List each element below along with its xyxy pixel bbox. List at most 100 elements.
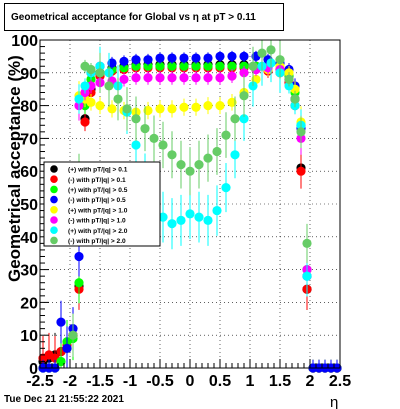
data-point <box>239 91 249 101</box>
axis-ticks: -2.5 -2 -1.5 -1 -0.5 0 0.5 1 1.5 2 2.5 0 10 20 30 40 50 6… <box>11 33 351 390</box>
legend-marker <box>50 165 58 173</box>
legend-entry: (-) with pT/|q| > 1.0 <box>68 218 126 225</box>
timestamp: Tue Dec 21 21:55:22 2021 <box>4 394 124 405</box>
data-point <box>239 51 249 62</box>
data-point <box>122 104 132 114</box>
y-tick-label: 0 <box>29 361 38 378</box>
data-point <box>185 166 195 176</box>
data-point <box>176 215 186 225</box>
data-point <box>155 104 165 114</box>
x-tick-label: -0.5 <box>146 373 174 390</box>
data-point <box>143 55 153 65</box>
data-point <box>191 53 201 63</box>
legend-marker <box>50 175 58 183</box>
x-tick-label: 0.5 <box>209 373 231 390</box>
y-tick-label: 40 <box>20 230 38 247</box>
data-point <box>131 55 141 65</box>
data-point <box>212 205 222 216</box>
data-point <box>227 51 237 62</box>
legend-entry: (+) with pT/|q| > 0.5 <box>68 187 128 194</box>
data-point <box>248 81 258 91</box>
data-point <box>248 61 258 71</box>
data-point <box>203 73 213 83</box>
data-point <box>140 123 150 134</box>
data-point <box>179 73 189 83</box>
legend-entry: (-) with pT/|q| > 2.0 <box>68 238 126 245</box>
y-tick-label: 50 <box>20 197 38 214</box>
data-point <box>56 317 66 327</box>
x-tick-label: 1.5 <box>269 373 291 390</box>
data-point <box>239 114 249 124</box>
legend: (+) with pT/|q| > 0.1 (-) with pT/|q| > 0… <box>43 161 161 247</box>
legend-marker <box>50 236 58 245</box>
data-point <box>179 61 189 71</box>
x-tick-label: -1.5 <box>86 373 114 390</box>
data-point <box>227 61 237 71</box>
y-tick-label: 30 <box>20 263 38 280</box>
data-point <box>167 53 177 63</box>
x-tick-label: 1 <box>246 373 255 390</box>
data-point <box>149 133 159 143</box>
data-point <box>68 330 78 340</box>
y-tick-label: 70 <box>20 131 38 148</box>
data-point <box>302 238 312 248</box>
data-point <box>212 146 222 157</box>
data-point <box>203 61 213 71</box>
data-point <box>167 150 177 160</box>
data-point <box>107 104 117 114</box>
x-tick-label: 2 <box>306 373 315 390</box>
data-point <box>239 68 249 78</box>
data-point <box>143 105 153 116</box>
data-point <box>131 73 141 83</box>
data-point <box>143 61 153 71</box>
chart-title: Geometrical acceptance for Global vs η a… <box>11 12 256 23</box>
data-point <box>257 48 267 58</box>
x-tick-label: -2 <box>63 373 77 390</box>
data-point <box>203 53 213 63</box>
y-axis-label: Geometrical acceptance (%) <box>5 55 24 282</box>
legend-entry: (+) with pT/|q| > 1.0 <box>68 207 128 214</box>
data-point <box>230 150 240 160</box>
chart-title-box: Geometrical acceptance for Global vs η a… <box>4 3 284 31</box>
series-6 <box>74 43 312 297</box>
data-point <box>155 73 165 83</box>
legend-entry: (+) with pT/|q| > 0.1 <box>68 167 128 174</box>
data-point <box>155 61 165 71</box>
data-point <box>203 215 213 225</box>
data-point <box>179 53 189 63</box>
data-point <box>74 94 84 104</box>
data-point <box>113 94 123 104</box>
data-point <box>215 51 225 62</box>
data-point <box>143 73 153 83</box>
data-point <box>185 209 195 219</box>
x-tick-label: 0 <box>186 373 195 390</box>
data-point <box>194 160 204 170</box>
data-point <box>191 73 201 83</box>
legend-entry: (-) with pT/|q| > 0.5 <box>68 197 126 204</box>
data-point <box>104 81 114 91</box>
legend-entry: (+) with pT/|q| > 2.0 <box>68 228 128 235</box>
data-point <box>131 61 141 71</box>
y-tick-label: 60 <box>20 164 38 181</box>
data-point <box>227 97 237 107</box>
y-tick-label: 80 <box>20 99 38 116</box>
y-tick-label: 90 <box>20 66 38 83</box>
data-point <box>158 140 168 150</box>
data-point <box>167 73 177 83</box>
data-point <box>221 130 231 140</box>
data-point <box>167 219 177 229</box>
legend-marker <box>50 216 58 224</box>
data-point <box>191 61 201 71</box>
data-point <box>119 56 129 66</box>
data-point <box>275 55 285 65</box>
legend-box <box>43 161 161 247</box>
data-point <box>80 81 90 91</box>
data-point <box>221 183 231 193</box>
data-point <box>296 127 306 137</box>
data-point <box>95 101 105 111</box>
x-tick-label: -2.5 <box>26 373 54 390</box>
data-point <box>215 73 225 83</box>
legend-marker <box>50 226 58 234</box>
data-point <box>167 61 177 71</box>
data-point <box>227 71 237 81</box>
